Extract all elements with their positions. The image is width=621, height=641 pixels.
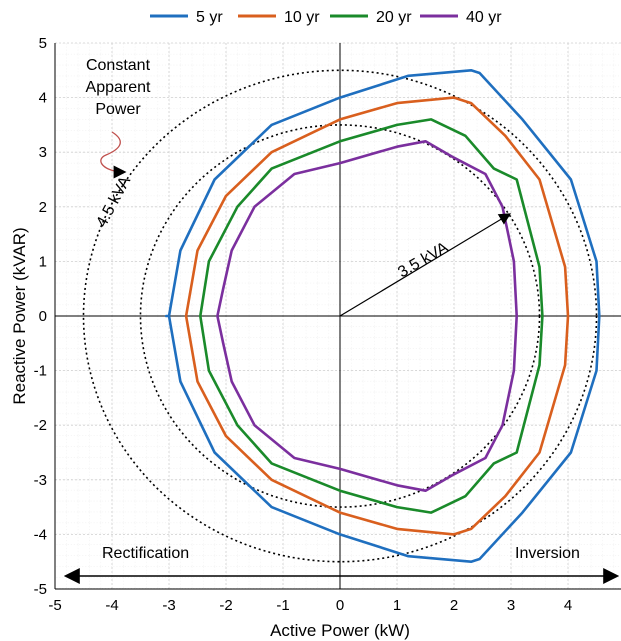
y-tick-label: -4 — [34, 526, 47, 543]
reference-circle-1 — [139, 124, 541, 508]
y-tick-label: 5 — [39, 35, 47, 52]
series-line-3 — [216, 140, 519, 493]
legend-item-5yr: 5 yr — [150, 9, 223, 26]
x-axis-label: Active Power (kW) — [270, 621, 410, 640]
y-tick-label: 4 — [39, 90, 47, 107]
x-tick-label: 2 — [450, 597, 458, 614]
legend-label-20yr: 20 yr — [376, 9, 412, 26]
y-axis-label: Reactive Power (kVAR) — [10, 227, 29, 404]
y-tick-label: 0 — [39, 308, 47, 325]
legend-label-10yr: 10 yr — [284, 9, 320, 26]
annotation-inversion: Inversion — [515, 545, 580, 562]
series-lines — [164, 69, 601, 564]
legend-item-40yr: 40 yr — [420, 9, 502, 26]
x-tick-label: 0 — [336, 597, 344, 614]
y-tick-label: 2 — [39, 199, 47, 216]
x-tick-label: -5 — [48, 597, 61, 614]
x-tick-label: -1 — [276, 597, 289, 614]
reference-circle-0 — [82, 69, 598, 563]
radius-arrow — [339, 213, 512, 317]
x-tick-label: -3 — [162, 597, 175, 614]
annotation-apparent: Apparent — [86, 79, 151, 96]
series-line-2 — [199, 118, 544, 514]
x-tick-label: -2 — [219, 597, 232, 614]
x-tick-label: 4 — [564, 597, 572, 614]
legend-label-40yr: 40 yr — [466, 9, 502, 26]
annotation-rectification: Rectification — [102, 545, 189, 562]
legend: 5 yr 10 yr 20 yr 40 yr — [150, 9, 502, 26]
y-tick-label: -5 — [34, 581, 47, 598]
series-line-1 — [184, 96, 570, 536]
legend-item-20yr: 20 yr — [330, 9, 412, 26]
annotation-constant: Constant — [86, 57, 151, 74]
annotation-pointer-arrow — [100, 131, 127, 179]
reference-circles — [82, 69, 598, 563]
x-tick-label: -4 — [105, 597, 118, 614]
x-tick-label: 3 — [507, 597, 515, 614]
y-tick-label: 1 — [39, 253, 47, 270]
y-tick-label: -2 — [34, 417, 47, 434]
y-tick-label: -1 — [34, 363, 47, 380]
x-tick-label: 1 — [393, 597, 401, 614]
y-tick-label: 3 — [39, 144, 47, 161]
legend-item-10yr: 10 yr — [238, 9, 320, 26]
legend-label-5yr: 5 yr — [196, 9, 223, 26]
y-tick-label: -3 — [34, 472, 47, 489]
series-line-0 — [164, 69, 601, 564]
annotation-power: Power — [95, 101, 141, 118]
